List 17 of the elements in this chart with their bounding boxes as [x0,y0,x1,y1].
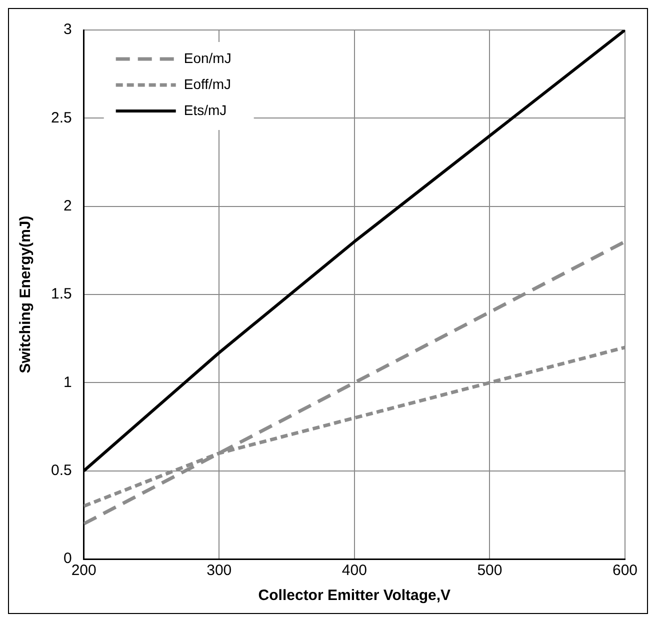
legend-label: Eon/mJ [184,50,232,66]
legend-label: Eoff/mJ [184,76,232,92]
y-tick-label: 1.5 [50,286,72,303]
x-axis-title: Collector Emitter Voltage,V [258,587,451,604]
x-tick-label: 200 [71,562,96,580]
x-tick-label: 400 [342,562,367,580]
y-tick-label: 2 [64,197,72,214]
y-tick-label: 3 [64,21,72,38]
y-tick-label: 2.5 [50,109,72,126]
y-tick-label: 1 [64,374,72,391]
x-tick-label: 600 [612,562,638,580]
y-axis-title: Switching Energy(mJ) [17,216,34,374]
x-tick-label: 300 [206,562,232,580]
y-tick-label: 0.5 [50,462,72,479]
y-tick-label: 0 [64,550,72,568]
legend-label: Ets/mJ [184,102,227,118]
x-tick-label: 500 [477,562,502,580]
